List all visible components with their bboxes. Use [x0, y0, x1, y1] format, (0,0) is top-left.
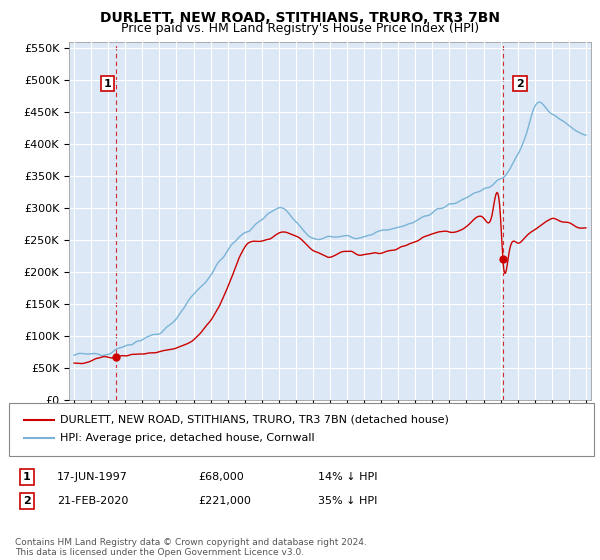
Text: DURLETT, NEW ROAD, STITHIANS, TRURO, TR3 7BN: DURLETT, NEW ROAD, STITHIANS, TRURO, TR3…	[100, 11, 500, 25]
Text: 14% ↓ HPI: 14% ↓ HPI	[318, 472, 377, 482]
Text: 17-JUN-1997: 17-JUN-1997	[57, 472, 128, 482]
Text: £221,000: £221,000	[198, 496, 251, 506]
Text: 2: 2	[516, 78, 524, 88]
Text: 21-FEB-2020: 21-FEB-2020	[57, 496, 128, 506]
Text: DURLETT, NEW ROAD, STITHIANS, TRURO, TR3 7BN (detached house): DURLETT, NEW ROAD, STITHIANS, TRURO, TR3…	[60, 415, 449, 425]
Text: 2: 2	[23, 496, 31, 506]
Text: 35% ↓ HPI: 35% ↓ HPI	[318, 496, 377, 506]
Text: 1: 1	[104, 78, 112, 88]
Text: £68,000: £68,000	[198, 472, 244, 482]
Text: Contains HM Land Registry data © Crown copyright and database right 2024.
This d: Contains HM Land Registry data © Crown c…	[15, 538, 367, 557]
Text: 1: 1	[23, 472, 31, 482]
Text: Price paid vs. HM Land Registry's House Price Index (HPI): Price paid vs. HM Land Registry's House …	[121, 22, 479, 35]
Text: HPI: Average price, detached house, Cornwall: HPI: Average price, detached house, Corn…	[60, 433, 314, 444]
